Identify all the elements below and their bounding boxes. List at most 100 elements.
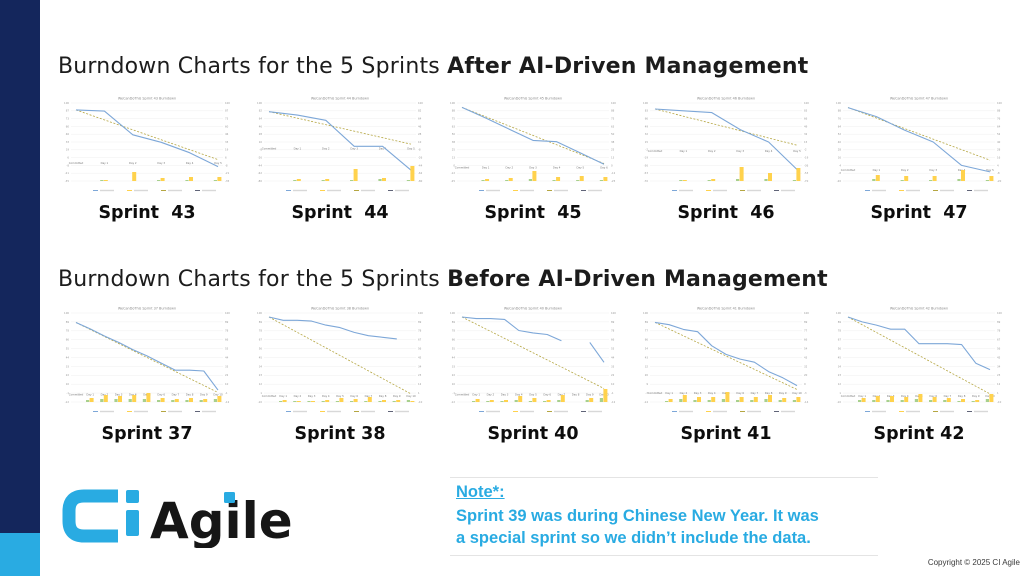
svg-text:-8: -8 (66, 163, 69, 167)
svg-text:100: 100 (836, 311, 841, 315)
svg-text:32: 32 (645, 132, 649, 136)
svg-text:Day 8: Day 8 (186, 393, 194, 397)
svg-text:Day 1: Day 1 (472, 393, 480, 397)
svg-text:Day 9: Day 9 (200, 393, 208, 397)
svg-text:Day 9: Day 9 (972, 394, 980, 398)
svg-text:1: 1 (997, 391, 999, 395)
svg-text:44: 44 (611, 355, 615, 359)
svg-text:Day 4: Day 4 (129, 393, 137, 397)
svg-text:-25: -25 (451, 179, 456, 183)
after-section-title: Burndown Charts for the 5 Sprints After … (58, 54, 808, 79)
svg-text:Day 5: Day 5 (529, 393, 537, 397)
svg-text:22: 22 (66, 373, 70, 377)
svg-text:Day 7: Day 7 (558, 393, 566, 397)
svg-text:63: 63 (452, 124, 456, 128)
svg-text:-3: -3 (645, 391, 648, 395)
svg-text:40: 40 (838, 140, 842, 144)
svg-text:73: 73 (225, 117, 229, 121)
svg-text:Day 2: Day 2 (708, 149, 716, 153)
svg-text:Committed: Committed (262, 394, 277, 398)
svg-text:Day 9: Day 9 (779, 391, 787, 395)
svg-text:Committed: Committed (455, 166, 470, 170)
svg-text:-12: -12 (65, 400, 70, 404)
svg-text:78: 78 (225, 329, 229, 333)
svg-text:60: 60 (225, 124, 229, 128)
svg-text:100: 100 (611, 311, 616, 315)
svg-text:Day 2: Day 2 (680, 391, 688, 395)
svg-text:44: 44 (225, 355, 229, 359)
svg-text:Day 9: Day 9 (586, 393, 594, 397)
sprint-label: Sprint 42 (873, 424, 965, 444)
logo-wordmark: Agile (150, 492, 293, 548)
burndown-chart-sprint-46: 100 100 83 83 66 66 49 49 32 32 15 15 -2 -2 -19 -19 -36 -… (636, 93, 816, 197)
svg-text:78: 78 (611, 329, 615, 333)
chart-cell-sprint-42: 100 100 89 89 78 78 67 67 56 56 45 45 34 34 23 23 12 12 1 1… (829, 303, 1009, 444)
svg-text:-36: -36 (644, 163, 649, 167)
svg-text:-8: -8 (259, 148, 262, 152)
svg-text:32: 32 (645, 364, 649, 368)
svg-text:15: 15 (645, 140, 649, 144)
svg-text:-14: -14 (804, 400, 809, 404)
chart-title: WeCanDoThis Sprint 41 Burndown (697, 307, 755, 311)
svg-text:Committed: Committed (69, 393, 84, 397)
svg-text:Committed: Committed (455, 393, 470, 397)
svg-text:-25: -25 (611, 179, 616, 183)
svg-text:-2: -2 (804, 148, 807, 152)
svg-text:-8: -8 (418, 148, 421, 152)
svg-text:34: 34 (259, 364, 263, 368)
sprint-label: Sprint 43 (98, 203, 196, 223)
svg-text:33: 33 (66, 140, 70, 144)
chart-title: WeCanDoThis Sprint 37 Burndown (118, 307, 176, 311)
logo-i-dot (126, 490, 139, 503)
svg-text:-36: -36 (804, 163, 809, 167)
burndown-chart-sprint-41: 100 100 89 89 77 77 66 66 54 54 43 43 32 32 20 20 9 9 -3 -3… (636, 303, 816, 418)
svg-text:-12: -12 (611, 400, 616, 404)
svg-text:12: 12 (997, 382, 1001, 386)
svg-text:-62: -62 (418, 171, 423, 175)
svg-text:-53: -53 (804, 171, 809, 175)
svg-text:100: 100 (643, 101, 648, 105)
svg-text:Day 4: Day 4 (765, 149, 773, 153)
svg-text:Day 1: Day 1 (665, 391, 673, 395)
svg-text:56: 56 (838, 347, 842, 351)
svg-text:23: 23 (259, 373, 263, 377)
chart-cell-sprint-40: 100 100 89 89 78 78 66 66 55 55 44 44 33 33 22 22 10 10 -1… (443, 303, 623, 444)
svg-text:100: 100 (450, 311, 455, 315)
svg-text:Day 9: Day 9 (393, 394, 401, 398)
note-heading: Note*: (456, 483, 505, 501)
sprint-label: Sprint 40 (487, 424, 579, 444)
svg-text:100: 100 (836, 101, 841, 105)
svg-text:1: 1 (418, 391, 420, 395)
svg-text:12: 12 (838, 382, 842, 386)
svg-text:100: 100 (418, 311, 423, 315)
svg-text:33: 33 (66, 364, 70, 368)
svg-text:67: 67 (259, 338, 263, 342)
chart-cell-sprint-46: 100 100 83 83 66 66 49 49 32 32 15 15 -2 -2 -19 -19 -36 -… (636, 93, 816, 223)
svg-text:89: 89 (997, 320, 1001, 324)
svg-text:49: 49 (804, 124, 808, 128)
svg-text:38: 38 (611, 140, 615, 144)
svg-text:-35: -35 (225, 179, 230, 183)
logo-i-stem (126, 510, 139, 536)
svg-text:100: 100 (997, 311, 1002, 315)
before-title-regular: Burndown Charts for the 5 Sprints (58, 267, 448, 292)
svg-text:88: 88 (611, 109, 615, 113)
svg-text:Day 5: Day 5 (214, 161, 222, 165)
sprint-label: Sprint 41 (680, 424, 772, 444)
svg-text:16: 16 (997, 156, 1001, 160)
svg-text:-12: -12 (451, 171, 456, 175)
svg-text:32: 32 (804, 132, 808, 136)
svg-text:Day 1: Day 1 (680, 149, 688, 153)
sprint-label: Sprint 44 (291, 203, 389, 223)
svg-text:Day 8: Day 8 (379, 394, 387, 398)
svg-text:78: 78 (418, 329, 422, 333)
svg-text:Day 6: Day 6 (157, 393, 165, 397)
svg-text:43: 43 (804, 355, 808, 359)
svg-text:-21: -21 (225, 171, 230, 175)
svg-text:100: 100 (450, 101, 455, 105)
svg-text:60: 60 (66, 124, 70, 128)
svg-text:-12: -12 (451, 400, 456, 404)
svg-text:67: 67 (838, 338, 842, 342)
before-title-bold: Before AI-Driven Management (447, 267, 828, 292)
chart-title: WeCanDoThis Sprint 40 Burndown (504, 307, 562, 311)
